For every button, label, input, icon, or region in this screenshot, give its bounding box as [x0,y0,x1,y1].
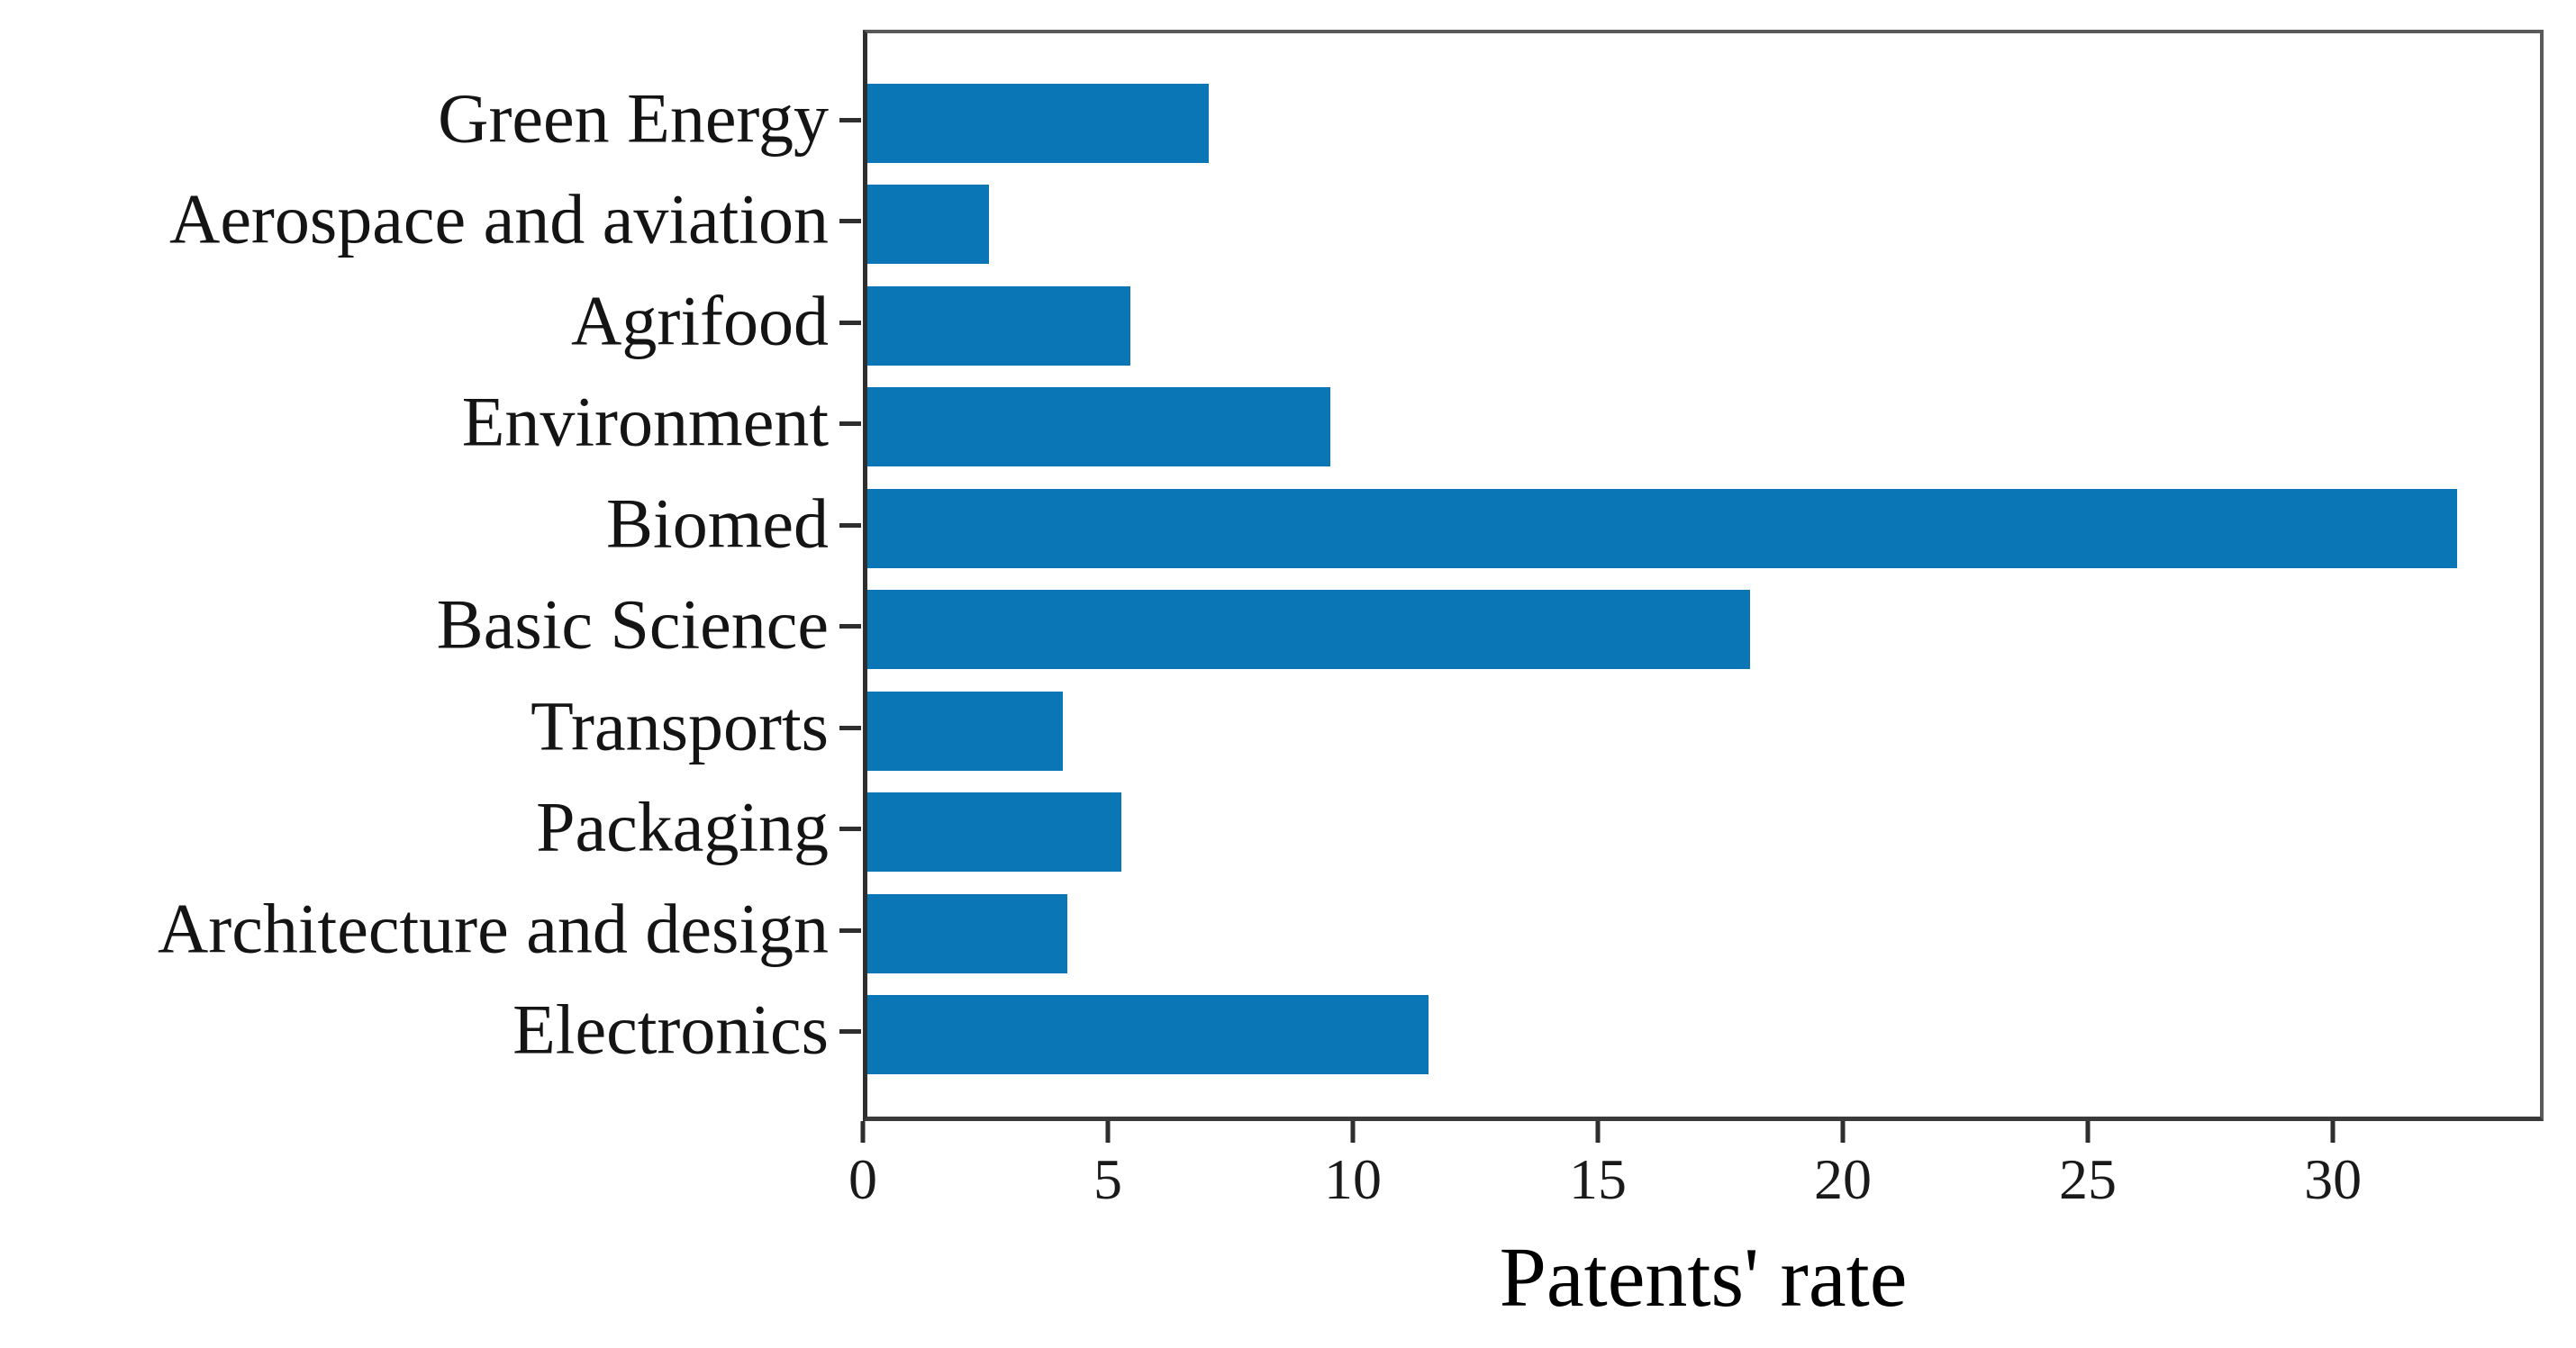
bar-architecture-and-design [867,893,1067,973]
bar-biomed [867,488,2457,568]
bar-environment [867,387,1331,467]
x-tick-label: 25 [2059,1147,2118,1211]
x-tick-mark [860,1121,866,1143]
y-label-green-energy: Green Energy [438,78,829,158]
bar-basic-science [867,590,1750,670]
x-tick-label: 0 [848,1147,877,1211]
y-tick-mark [839,118,861,122]
plot-area [863,30,2544,1121]
y-label-biomed: Biomed [606,484,829,563]
x-tick-mark [1595,1121,1601,1143]
y-label-packaging: Packaging [536,787,829,866]
y-tick-mark [839,624,861,629]
x-axis-title: Patents' rate [1499,1231,1908,1325]
x-tick-label: 20 [1814,1147,1873,1211]
x-tick-mark [1105,1121,1111,1143]
y-label-agrifood: Agrifood [571,281,829,360]
y-label-environment: Environment [461,382,829,461]
x-tick-label: 15 [1569,1147,1628,1211]
y-tick-mark [839,725,861,730]
bar-packaging [867,792,1121,873]
x-tick-mark [2330,1121,2336,1143]
bar-electronics [867,995,1429,1074]
x-tick-label: 30 [2304,1147,2363,1211]
y-tick-mark [839,320,861,325]
x-tick-mark [1840,1121,1846,1143]
bar-agrifood [867,285,1131,366]
y-label-architecture-and-design: Architecture and design [157,888,829,967]
y-tick-mark [839,827,861,832]
bar-aerospace-and-aviation [867,185,990,265]
x-tick-label: 10 [1324,1147,1383,1211]
y-label-basic-science: Basic Science [436,584,829,664]
y-label-transports: Transports [531,686,829,765]
bar-transports [867,691,1063,771]
y-tick-mark [839,1029,861,1034]
x-tick-mark [2085,1121,2091,1143]
x-tick-mark [1350,1121,1356,1143]
y-label-electronics: Electronics [512,990,829,1069]
y-axis-labels: Green Energy Aerospace and aviation Agrifo… [0,30,829,1121]
y-label-aerospace-and-aviation: Aerospace and aviation [168,179,829,258]
x-tick-label: 5 [1093,1147,1122,1211]
y-tick-mark [839,421,861,427]
y-tick-mark [839,927,861,933]
bar-green-energy [867,84,1209,163]
y-tick-mark [839,522,861,528]
y-tick-mark [839,219,861,224]
